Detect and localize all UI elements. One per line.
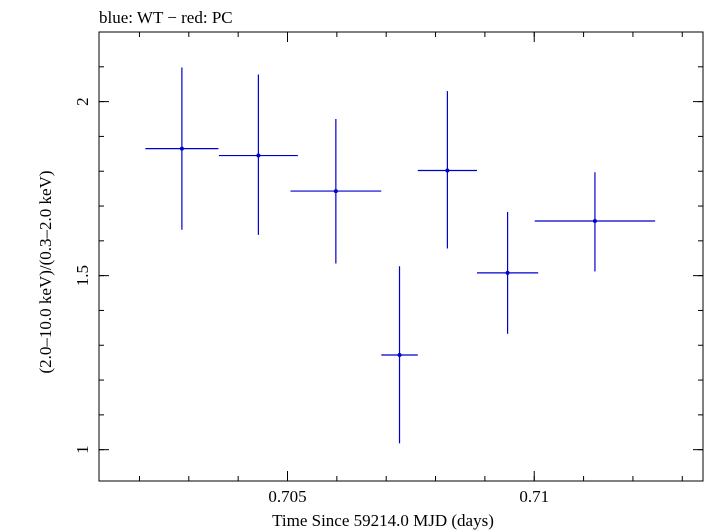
x-tick-label: 0.71: [519, 487, 549, 506]
data-point: [534, 172, 656, 272]
axis-tick-labels: 0.705 0.71 1 1.5 2: [73, 97, 549, 506]
y-tick-label: 1.5: [73, 265, 92, 286]
y-axis-label: (2.0–10.0 keV)/(0.3–2.0 keV): [36, 170, 55, 373]
y-tick-label: 1: [73, 445, 92, 454]
data-points: [145, 67, 656, 444]
x-axis-label: Time Since 59214.0 MJD (days): [272, 511, 494, 530]
data-point-marker: [505, 270, 510, 275]
axis-ticks: [99, 31, 703, 481]
data-point-marker: [397, 353, 402, 358]
data-point-marker: [333, 189, 338, 194]
data-point-marker: [256, 153, 261, 158]
data-point: [381, 266, 418, 444]
x-tick-label: 0.705: [268, 487, 306, 506]
data-point: [290, 119, 382, 264]
data-point-marker: [179, 146, 184, 151]
plot-frame: [98, 31, 704, 482]
data-point-marker: [592, 218, 597, 223]
chart-title: blue: WT − red: PC: [99, 8, 233, 27]
data-point: [145, 67, 219, 230]
data-point: [417, 91, 477, 249]
data-point: [218, 74, 298, 235]
data-point: [476, 211, 539, 334]
y-tick-label: 2: [73, 97, 92, 106]
data-point-marker: [445, 168, 450, 173]
